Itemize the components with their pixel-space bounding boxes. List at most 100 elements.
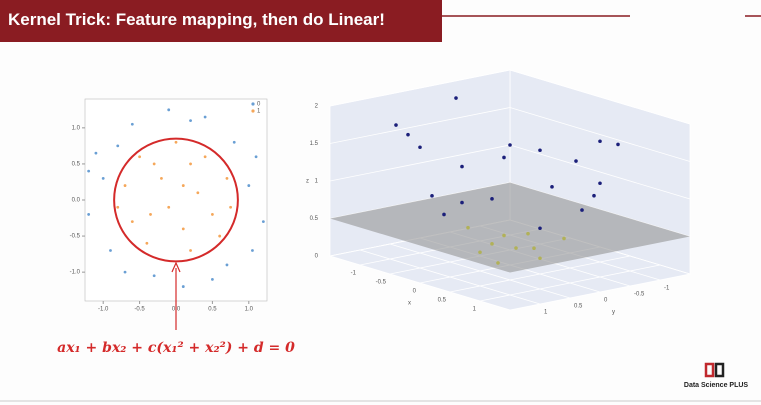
point xyxy=(394,123,398,127)
y-tick-label: -1 xyxy=(664,286,670,292)
grid-line xyxy=(389,243,571,299)
z-tick-label: 2 xyxy=(315,104,319,110)
point xyxy=(203,115,207,119)
slide-title: Kernel Trick: Feature mapping, then do L… xyxy=(0,0,442,42)
point xyxy=(94,151,98,155)
x-tick-label: 1 xyxy=(473,307,477,313)
point xyxy=(460,164,464,169)
point xyxy=(442,212,446,217)
x-tick-label: 0.5 xyxy=(208,307,217,313)
point xyxy=(229,205,233,209)
point xyxy=(454,96,458,100)
grid-line xyxy=(359,249,541,305)
point xyxy=(181,184,185,187)
point xyxy=(181,285,185,288)
point xyxy=(247,184,251,187)
point xyxy=(181,227,185,231)
x-axis-label: x xyxy=(408,301,411,307)
point xyxy=(123,184,127,187)
point xyxy=(616,142,620,147)
separating-plane xyxy=(330,182,690,273)
point xyxy=(189,249,192,252)
point xyxy=(225,176,229,180)
circle-chart: -1.0-0.50.00.51.0-1.0-0.50.00.51.001 xyxy=(70,98,268,313)
point xyxy=(218,234,222,238)
plot-area xyxy=(84,98,268,302)
point xyxy=(550,185,554,189)
point xyxy=(490,197,494,201)
legend-label: 1 xyxy=(257,109,261,115)
legend-label: 0 xyxy=(257,102,261,108)
point xyxy=(211,277,214,281)
y-tick-label: 0 xyxy=(604,298,608,304)
point xyxy=(160,176,163,180)
grid-line xyxy=(329,107,691,162)
z-axis-label: z xyxy=(306,179,309,185)
point xyxy=(189,119,192,123)
point xyxy=(130,220,134,224)
point xyxy=(254,155,258,159)
point xyxy=(598,139,602,144)
arrow-head xyxy=(171,261,181,273)
point xyxy=(189,162,192,166)
point xyxy=(145,241,149,245)
point xyxy=(130,122,134,126)
point xyxy=(167,108,171,112)
y-tick-label: 0.5 xyxy=(574,304,583,310)
grid-line xyxy=(329,69,691,125)
point xyxy=(430,194,434,198)
point xyxy=(174,140,178,144)
point xyxy=(211,213,214,216)
z-tick-label: 1 xyxy=(315,179,319,185)
point xyxy=(580,208,584,212)
y-tick-label: -0.5 xyxy=(70,234,81,240)
legend-marker xyxy=(251,109,255,113)
point xyxy=(167,205,171,209)
point xyxy=(116,144,120,148)
logo-icon xyxy=(704,362,725,378)
point xyxy=(196,191,200,195)
point xyxy=(101,176,105,180)
point xyxy=(508,143,512,147)
y-tick-label: -1.0 xyxy=(70,270,81,276)
z-tick-label: 1.5 xyxy=(310,141,319,147)
point xyxy=(152,162,156,166)
z-tick-label: 0.5 xyxy=(310,216,319,222)
point xyxy=(574,159,578,163)
point xyxy=(232,140,236,144)
point xyxy=(87,213,91,216)
legend-marker xyxy=(251,102,255,106)
y-tick-label: 0.5 xyxy=(72,162,81,168)
y-axis-label: y xyxy=(612,310,615,316)
point xyxy=(109,249,112,252)
x-tick-label: 0 xyxy=(413,289,417,295)
point xyxy=(123,270,127,274)
point xyxy=(116,205,120,209)
x-tick-label: -0.5 xyxy=(134,307,145,313)
y-tick-label: 0.0 xyxy=(72,198,81,204)
x-tick-label: 0.5 xyxy=(438,298,447,304)
equation: ax₁ + bx₂ + c(x₁² + x₂²) + d = 0 xyxy=(57,340,295,356)
decision-boundary xyxy=(113,137,239,263)
point xyxy=(138,155,142,159)
point xyxy=(460,200,464,205)
point xyxy=(598,181,602,186)
y-tick-label: 1.0 xyxy=(72,125,81,131)
point xyxy=(261,220,265,224)
y-tick-label: 1 xyxy=(544,310,548,316)
point xyxy=(203,155,207,159)
point xyxy=(152,274,156,278)
point xyxy=(251,249,254,252)
x-tick-label: -0.5 xyxy=(376,280,387,286)
point xyxy=(538,226,542,231)
x-tick-label: -1 xyxy=(351,271,357,277)
z-tick-label: 0 xyxy=(315,254,319,260)
point xyxy=(87,169,91,173)
logo-text: Data Science PLUS xyxy=(683,382,749,389)
x-tick-label: -1.0 xyxy=(98,307,109,313)
y-tick-label: -0.5 xyxy=(634,292,645,298)
point xyxy=(149,213,152,216)
